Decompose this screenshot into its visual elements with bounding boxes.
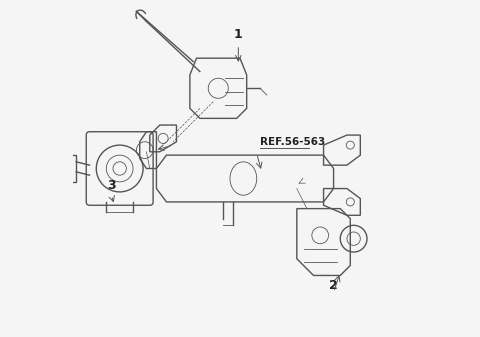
Text: 2: 2 [329, 279, 338, 292]
Text: 1: 1 [234, 29, 243, 41]
Text: 3: 3 [107, 179, 116, 192]
Text: REF.56-563: REF.56-563 [260, 137, 325, 147]
